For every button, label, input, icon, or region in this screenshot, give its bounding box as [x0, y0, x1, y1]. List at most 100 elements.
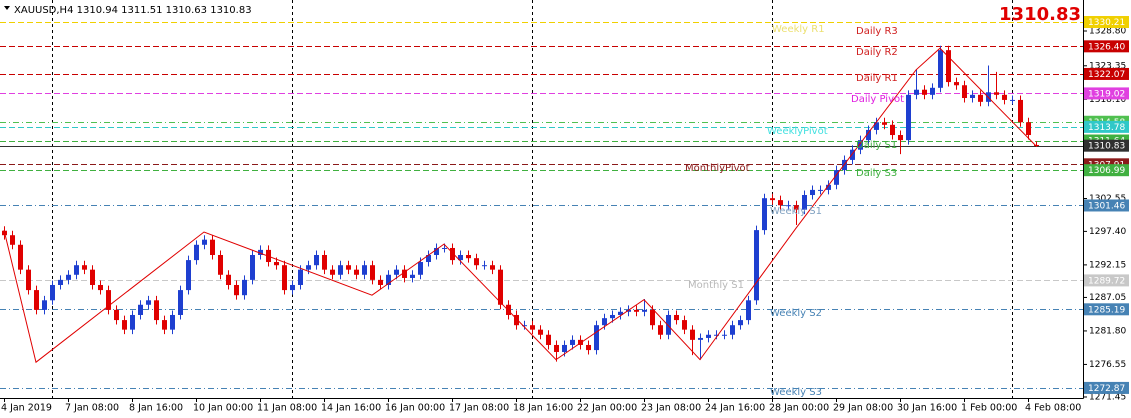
- candle-body: [706, 334, 711, 338]
- y-tick-label: 1297.40: [1089, 227, 1126, 237]
- level-annotation: Weekly S3: [770, 387, 822, 398]
- candle-body: [650, 309, 655, 326]
- candle-body: [442, 247, 447, 249]
- candle-body: [898, 135, 903, 141]
- candle-body: [722, 334, 727, 336]
- candle-body: [522, 325, 527, 327]
- candle-body: [962, 85, 967, 99]
- chart-title: XAUUSD,H4 1310.94 1311.51 1310.63 1310.8…: [14, 5, 252, 16]
- candle-body: [882, 122, 887, 125]
- candle-body: [954, 82, 959, 86]
- candle-body: [802, 195, 807, 210]
- candle-body: [874, 122, 879, 130]
- y-tick-label: 1302.55: [1089, 194, 1126, 204]
- level-annotation: Monthly S1: [688, 280, 744, 291]
- candle-body: [834, 170, 839, 185]
- candle-body: [530, 325, 535, 330]
- candle-body: [490, 265, 495, 270]
- y-tick-label: 1287.05: [1089, 293, 1126, 303]
- price-box-label: 1326.40: [1088, 42, 1125, 52]
- candle-body: [682, 320, 687, 330]
- candle-body: [418, 262, 423, 275]
- y-tick-label: 1271.45: [1089, 392, 1126, 402]
- candle-body: [754, 230, 759, 301]
- candle-body: [434, 247, 439, 255]
- candle-body: [402, 269, 407, 278]
- candle-body: [1026, 122, 1031, 136]
- candle-body: [362, 265, 367, 275]
- price-box: [1084, 139, 1129, 152]
- candle-body: [354, 269, 359, 275]
- candle-body: [978, 94, 983, 102]
- candle-body: [730, 325, 735, 335]
- x-tick-label: 29 Jan 08:00: [833, 403, 893, 414]
- candle-body: [10, 235, 15, 245]
- zigzag-line: [3, 47, 1037, 364]
- level-annotation: Weekly R1: [772, 24, 825, 35]
- candle-body: [282, 265, 287, 291]
- candle-body: [818, 189, 823, 191]
- candle-body: [770, 198, 775, 201]
- x-tick-label: 22 Jan 00:00: [577, 403, 637, 414]
- candle-body: [26, 269, 31, 291]
- price-box: [1084, 16, 1129, 29]
- candle-body: [234, 284, 239, 296]
- candle-body: [498, 269, 503, 305]
- candle-body: [850, 149, 855, 160]
- candle-body: [1034, 144, 1039, 146]
- candle-body: [202, 239, 207, 245]
- candle-body: [34, 290, 39, 310]
- price-box-label: 1322.07: [1088, 70, 1125, 80]
- candles: [2, 45, 1039, 362]
- candle-body: [346, 265, 351, 270]
- level-annotation: Daily R1: [856, 73, 898, 84]
- candle-body: [194, 244, 199, 261]
- candle-body: [122, 320, 127, 330]
- candle-body: [634, 309, 639, 312]
- candle-body: [410, 274, 415, 278]
- candle-body: [698, 337, 703, 340]
- x-tick-label: 11 Jan 08:00: [257, 403, 317, 414]
- candle-body: [666, 314, 671, 335]
- candle-body: [210, 239, 215, 255]
- x-tick-label: 10 Jan 00:00: [193, 403, 253, 414]
- candle-body: [226, 274, 231, 285]
- candle-body: [458, 254, 463, 261]
- candle-body: [426, 254, 431, 263]
- candle-body: [146, 300, 151, 305]
- candle-body: [474, 258, 479, 266]
- candle-body: [858, 140, 863, 150]
- level-annotation: Daily R3: [856, 26, 898, 37]
- candle-body: [58, 279, 63, 285]
- candle-body: [290, 284, 295, 291]
- candle-body: [618, 311, 623, 315]
- price-box: [1084, 40, 1129, 53]
- candle-body: [394, 269, 399, 275]
- y-tick-label: 1292.15: [1089, 260, 1126, 270]
- price-box-label: 1313.78: [1088, 123, 1125, 133]
- candle-body: [130, 314, 135, 330]
- candle-body: [506, 304, 511, 315]
- x-tick-label: 28 Jan 00:00: [769, 403, 829, 414]
- candle-body: [906, 94, 911, 141]
- candle-body: [826, 184, 831, 190]
- price-box: [1084, 164, 1129, 177]
- overlay: Weekly R1 Daily R3 Daily R2 Daily R1 Daily P…: [3, 24, 1037, 398]
- candle-body: [18, 244, 23, 270]
- price-box: [1084, 381, 1129, 394]
- candle-body: [610, 314, 615, 319]
- price-box: [1084, 303, 1129, 316]
- x-tick-label: 4 Feb 08:00: [1025, 403, 1081, 414]
- candle-body: [170, 314, 175, 330]
- candle-body: [50, 284, 55, 301]
- price-display: 1310.83: [999, 4, 1081, 25]
- candle-body: [746, 300, 751, 321]
- candle-body: [970, 94, 975, 99]
- candle-body: [586, 344, 591, 351]
- x-tick-label: 14 Jan 16:00: [321, 403, 381, 414]
- candle-body: [258, 249, 263, 255]
- x-tick-label: 30 Jan 16:00: [897, 403, 957, 414]
- candle-body: [66, 274, 71, 280]
- candle-body: [250, 254, 255, 280]
- price-box-label: 1319.02: [1088, 89, 1125, 99]
